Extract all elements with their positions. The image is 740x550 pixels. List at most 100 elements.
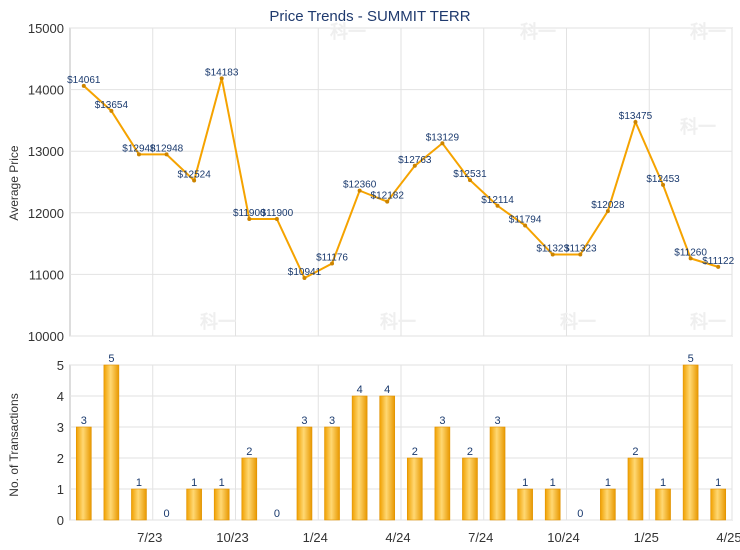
price-data-label: $12360 bbox=[343, 180, 377, 191]
price-y-tick: 10000 bbox=[28, 329, 64, 344]
transaction-data-label: 2 bbox=[467, 446, 473, 458]
transaction-bar bbox=[462, 457, 478, 521]
price-y-tick: 12000 bbox=[28, 206, 64, 221]
price-data-label: $12524 bbox=[177, 170, 211, 181]
price-data-label: $11122 bbox=[702, 256, 734, 267]
price-point bbox=[633, 119, 638, 124]
x-axis-tick: 7/24 bbox=[468, 530, 493, 545]
transaction-data-label: 3 bbox=[494, 415, 500, 427]
price-data-label: $12114 bbox=[481, 195, 514, 206]
transaction-data-label: 5 bbox=[108, 353, 114, 365]
price-point bbox=[136, 152, 141, 157]
transaction-bar bbox=[241, 457, 258, 521]
x-axis-tick: 4/25 bbox=[716, 530, 740, 545]
x-axis-tick: 4/24 bbox=[385, 530, 410, 545]
price-point bbox=[688, 256, 693, 261]
price-data-label: $11900 bbox=[233, 208, 266, 219]
transaction-bar bbox=[379, 395, 396, 521]
transaction-bar bbox=[351, 395, 368, 521]
price-data-label: $14183 bbox=[205, 67, 239, 78]
chart-title: Price Trends - SUMMIT TERR bbox=[269, 8, 470, 25]
price-point bbox=[605, 209, 610, 214]
price-y-tick: 15000 bbox=[28, 21, 64, 36]
price-axis-label: Average Price bbox=[7, 145, 21, 220]
watermark: 科一 bbox=[520, 21, 556, 43]
price-point bbox=[412, 163, 417, 168]
transaction-bar bbox=[213, 488, 230, 521]
transaction-data-label: 2 bbox=[246, 446, 252, 458]
price-data-label: $11176 bbox=[316, 253, 348, 264]
transaction-bar bbox=[544, 488, 561, 521]
transaction-data-label: 3 bbox=[301, 415, 307, 427]
watermark: 科一 bbox=[680, 116, 716, 138]
price-data-label: $12028 bbox=[591, 200, 625, 211]
transaction-data-label: 0 bbox=[163, 508, 169, 520]
x-axis-tick: 7/23 bbox=[137, 530, 162, 545]
x-axis-tick: 1/24 bbox=[303, 530, 328, 545]
transaction-data-label: 1 bbox=[191, 477, 197, 489]
transactions-panel: 0 1 2 3 4 5 3 5 1 0 1 1 2 0 3 3 4 4 2 3 2 3 1 1 0 1 2 1 5 1 7/23 10/23 1… bbox=[57, 353, 740, 545]
price-data-label: $10941 bbox=[288, 267, 322, 278]
price-data-label: $13654 bbox=[95, 100, 129, 111]
price-point bbox=[109, 108, 114, 113]
price-point bbox=[467, 178, 472, 183]
transaction-bar bbox=[655, 488, 671, 521]
price-y-tick: 14000 bbox=[28, 83, 64, 98]
transaction-data-label: 0 bbox=[274, 508, 280, 520]
price-point bbox=[578, 252, 583, 257]
price-point bbox=[385, 199, 390, 204]
watermark: 科一 bbox=[200, 311, 236, 333]
price-data-label: $13475 bbox=[619, 111, 653, 122]
transaction-bar bbox=[489, 426, 506, 521]
transaction-data-label: 3 bbox=[439, 415, 445, 427]
price-point bbox=[192, 178, 197, 183]
price-data-label: $11260 bbox=[674, 247, 707, 258]
price-data-label: $12531 bbox=[453, 169, 487, 180]
transactions-y-tick: 5 bbox=[57, 358, 64, 373]
price-point bbox=[330, 261, 335, 266]
price-data-label: $11323 bbox=[564, 244, 597, 255]
price-data-label: $11900 bbox=[261, 208, 294, 219]
transaction-data-label: 2 bbox=[632, 446, 638, 458]
transaction-bar bbox=[131, 488, 147, 521]
transaction-data-label: 2 bbox=[412, 446, 418, 458]
price-data-label: $12182 bbox=[371, 191, 405, 202]
price-data-label: $11323 bbox=[536, 244, 569, 255]
transaction-data-label: 3 bbox=[329, 415, 335, 427]
price-point bbox=[716, 264, 721, 269]
price-point bbox=[523, 223, 528, 228]
price-data-label: $13129 bbox=[426, 132, 460, 143]
price-data-label: $11794 bbox=[509, 214, 542, 225]
price-y-tick: 11000 bbox=[29, 267, 64, 282]
transaction-bar bbox=[406, 457, 423, 521]
x-axis-tick: 1/25 bbox=[634, 530, 659, 545]
transaction-bar bbox=[103, 364, 120, 521]
transaction-bar bbox=[710, 488, 727, 521]
price-point bbox=[302, 276, 307, 281]
transactions-y-tick: 3 bbox=[57, 420, 64, 435]
watermark: 科一 bbox=[560, 311, 596, 333]
transaction-data-label: 5 bbox=[688, 353, 694, 365]
price-point bbox=[81, 83, 86, 88]
transactions-axis-label: No. of Transactions bbox=[7, 393, 21, 496]
transactions-y-tick: 1 bbox=[57, 482, 64, 497]
transaction-data-label: 1 bbox=[522, 477, 528, 489]
transactions-y-tick: 2 bbox=[57, 451, 64, 466]
transaction-data-label: 1 bbox=[605, 477, 611, 489]
price-point bbox=[219, 76, 224, 81]
watermark: 科一 bbox=[330, 21, 366, 43]
transaction-bar bbox=[296, 426, 313, 521]
x-axis-tick: 10/23 bbox=[216, 530, 249, 545]
price-point bbox=[440, 141, 445, 146]
price-point bbox=[247, 216, 252, 221]
price-data-label: $12948 bbox=[122, 143, 156, 154]
transaction-data-label: 0 bbox=[577, 508, 583, 520]
price-point bbox=[274, 216, 279, 221]
transaction-data-label: 1 bbox=[715, 477, 721, 489]
transactions-y-tick: 0 bbox=[57, 513, 64, 528]
transaction-data-label: 1 bbox=[219, 477, 225, 489]
transaction-data-label: 1 bbox=[660, 477, 666, 489]
transaction-data-label: 4 bbox=[384, 384, 390, 396]
